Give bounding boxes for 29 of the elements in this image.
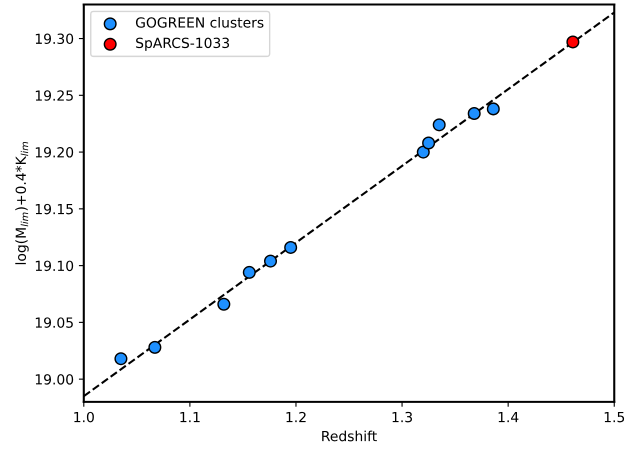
y-tick-label: 19.05 bbox=[36, 317, 73, 328]
y-tick-label: 19.15 bbox=[36, 204, 73, 214]
y-tick-label: 19.00 bbox=[36, 374, 74, 385]
legend-label: GOGREEN clusters bbox=[136, 16, 264, 28]
point bbox=[217, 298, 230, 311]
x-tick-label: 1.4 bbox=[498, 412, 518, 422]
y-tick-label: 19.20 bbox=[36, 147, 74, 158]
point bbox=[148, 340, 162, 354]
y-tick-label: 19.30 bbox=[36, 34, 74, 44]
x-tick-label: 1.2 bbox=[286, 412, 306, 422]
y-tick-label: 19.25 bbox=[36, 90, 73, 101]
point bbox=[422, 136, 436, 150]
x-tick-label: 1.5 bbox=[604, 412, 624, 422]
point bbox=[242, 266, 256, 279]
point bbox=[468, 106, 481, 120]
point bbox=[114, 352, 128, 366]
point bbox=[284, 240, 298, 254]
x-tick-label: 1.3 bbox=[392, 412, 412, 422]
x-tick-label: 1.1 bbox=[180, 412, 200, 422]
legend-label: SpARCS-1033 bbox=[136, 38, 230, 51]
point bbox=[486, 102, 500, 116]
x-tick-label: 1.0 bbox=[74, 412, 94, 422]
y-axis-title: log(M$_{lim}$)+0.4*K$_{lim}$ bbox=[15, 142, 29, 264]
point bbox=[566, 35, 580, 48]
point bbox=[264, 254, 278, 268]
y-tick-label: 19.10 bbox=[36, 260, 74, 272]
point bbox=[432, 118, 446, 132]
x-axis-title: Redshift bbox=[322, 430, 377, 442]
point bbox=[416, 146, 430, 159]
